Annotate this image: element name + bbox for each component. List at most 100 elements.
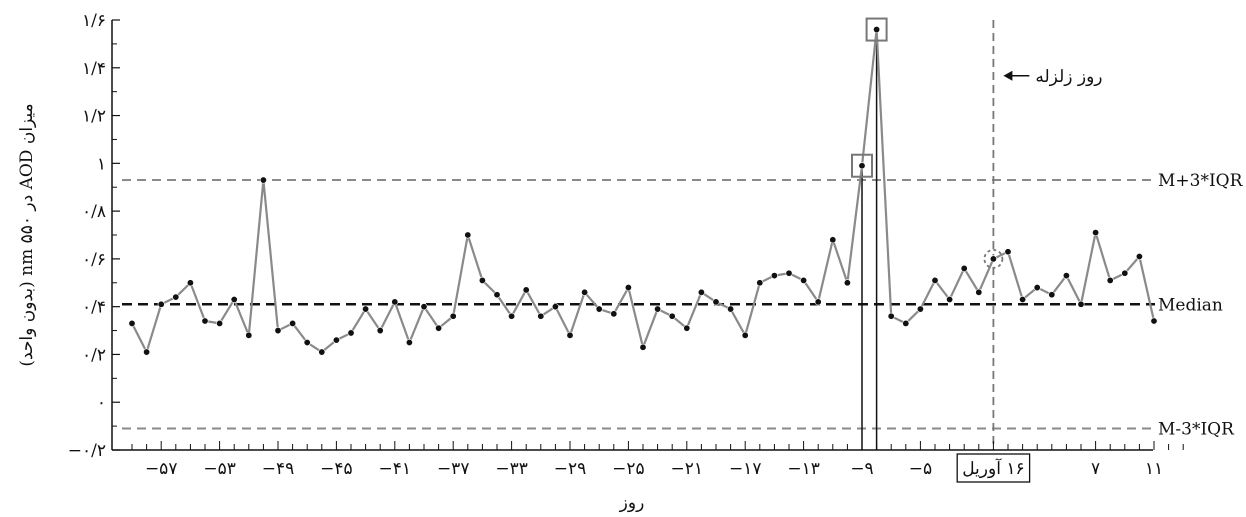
- data-point: [931, 276, 939, 284]
- y-tick-label-0: −۰/۲: [68, 441, 106, 461]
- x-tick-label-9: −۲۱: [671, 459, 704, 479]
- data-point: [741, 331, 749, 339]
- data-point: [318, 348, 326, 356]
- x-tick-label-box: [956, 453, 1031, 483]
- data-point: [289, 319, 297, 327]
- highlight-markers: [851, 17, 1004, 269]
- data-point: [245, 331, 253, 339]
- data-point: [128, 319, 136, 327]
- data-point: [230, 295, 238, 303]
- data-point: [902, 319, 910, 327]
- data-point: [639, 343, 647, 351]
- reference-label-2: M-3*IQR: [1158, 420, 1235, 440]
- data-point: [435, 324, 443, 332]
- highlight-square-0: [851, 153, 873, 178]
- y-tick-label-6: ۱: [97, 154, 106, 174]
- data-point: [989, 255, 997, 263]
- data-point: [843, 279, 851, 287]
- data-point: [1150, 317, 1158, 325]
- x-tick-label-11: −۱۳: [787, 459, 820, 479]
- data-point: [654, 305, 662, 313]
- data-point: [522, 286, 530, 294]
- reference-label-1: Median: [1158, 295, 1223, 315]
- y-tick-label-2: ۰/۲: [82, 345, 106, 365]
- data-point: [887, 312, 895, 320]
- data-point: [508, 312, 516, 320]
- highlight-circle-2: [983, 248, 1004, 269]
- series-aod: [128, 26, 1158, 356]
- data-point: [551, 303, 559, 311]
- x-tick-label-7: −۲۹: [554, 459, 587, 479]
- data-point: [727, 305, 735, 313]
- data-point: [785, 269, 793, 277]
- data-point: [1048, 291, 1056, 299]
- data-point: [478, 276, 486, 284]
- x-tick-label-13: −۵: [909, 459, 932, 479]
- data-point: [946, 295, 954, 303]
- data-point: [391, 298, 399, 306]
- x-tick-label-6: −۳۳: [495, 459, 528, 479]
- data-point: [756, 279, 764, 287]
- highlight-square-1: [865, 17, 888, 42]
- data-point: [916, 305, 924, 313]
- data-point: [537, 312, 545, 320]
- data-point: [1004, 248, 1012, 256]
- data-point: [157, 300, 165, 308]
- data-point: [143, 348, 151, 356]
- data-point: [770, 272, 778, 280]
- data-point: [1106, 276, 1114, 284]
- y-tick-label-7: ۱/۲: [82, 107, 106, 127]
- data-point: [274, 327, 282, 335]
- data-point: [493, 291, 501, 299]
- data-point: [347, 329, 355, 337]
- data-point: [303, 338, 311, 346]
- x-tick-label-16: ۱۱: [1145, 459, 1163, 479]
- x-tick-label-1: −۵۳: [203, 459, 236, 479]
- data-point: [1121, 269, 1129, 277]
- data-point: [566, 331, 574, 339]
- y-tick-label-1: ۰: [97, 393, 106, 413]
- data-point: [186, 279, 194, 287]
- data-point: [829, 236, 837, 244]
- data-point: [581, 288, 589, 296]
- x-tick-label-15: ۷: [1091, 459, 1100, 479]
- x-axis-title: روز: [619, 493, 645, 513]
- y-tick-label-8: ۱/۴: [82, 59, 106, 79]
- data-point: [595, 305, 603, 313]
- x-tick-label-0: −۵۷: [145, 459, 178, 479]
- data-point: [683, 324, 691, 332]
- y-tick-label-4: ۰/۶: [82, 250, 106, 270]
- x-tick-label-12: −۹: [850, 459, 873, 479]
- data-point: [624, 284, 632, 292]
- anomaly-verticals: [861, 29, 878, 450]
- y-tick-label-3: ۰/۴: [82, 298, 106, 318]
- x-tick-label-10: −۱۷: [729, 459, 762, 479]
- data-point: [464, 231, 472, 239]
- data-point: [1062, 272, 1070, 280]
- data-point: [697, 288, 705, 296]
- data-point: [172, 293, 180, 301]
- data-point: [800, 276, 808, 284]
- data-point: [610, 310, 618, 318]
- annotations: روز زلزله: [1003, 67, 1103, 87]
- data-point: [814, 298, 822, 306]
- data-point: [1019, 295, 1027, 303]
- x-tick-label-5: −۳۷: [437, 459, 470, 479]
- data-point: [376, 327, 384, 335]
- x-tick-label-3: −۴۵: [320, 459, 353, 479]
- data-point: [332, 336, 340, 344]
- x-tick-label-4: −۴۱: [379, 459, 412, 479]
- data-point: [449, 312, 457, 320]
- data-point: [420, 303, 428, 311]
- earthquake-label: روز زلزله: [1035, 67, 1102, 87]
- x-tick-label-2: −۴۹: [262, 459, 295, 479]
- data-point: [960, 264, 968, 272]
- y-tick-label-9: ۱/۶: [82, 11, 106, 31]
- data-point: [1033, 284, 1041, 292]
- reference-lines: M+3*IQR Median M-3*IQR: [122, 20, 1244, 450]
- data-point: [362, 305, 370, 313]
- x-tick-label-14: ۱۶ آوریل: [962, 457, 1024, 479]
- data-point: [975, 288, 983, 296]
- data-point: [668, 312, 676, 320]
